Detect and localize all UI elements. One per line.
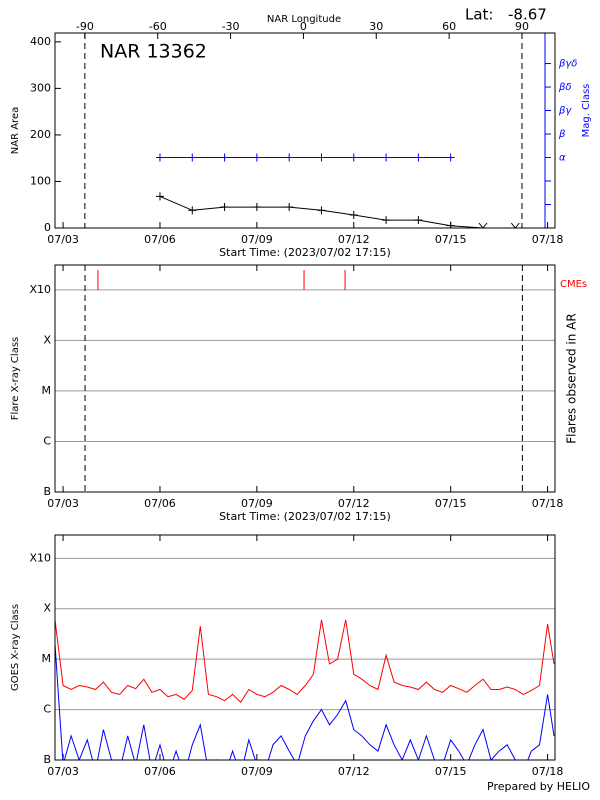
x2-tick-label: -60 bbox=[149, 20, 167, 33]
y2-axis-label: Flares observed in AR bbox=[565, 313, 579, 443]
series-line bbox=[55, 619, 555, 703]
y2-tick-label: βδ bbox=[558, 82, 572, 93]
data-point bbox=[317, 206, 326, 215]
y-tick-label: B bbox=[43, 753, 51, 766]
y-tick-label: X bbox=[43, 602, 51, 615]
data-point bbox=[414, 153, 423, 162]
y2-tick-label: β bbox=[558, 129, 566, 140]
data-point bbox=[349, 153, 358, 162]
x-tick-label: 07/12 bbox=[338, 497, 370, 510]
data-point bbox=[285, 203, 294, 212]
data-point bbox=[188, 206, 197, 215]
y-tick-label: M bbox=[42, 652, 52, 665]
lat-value: -8.67 bbox=[508, 6, 547, 24]
y-tick-label: 300 bbox=[30, 81, 51, 94]
data-point bbox=[414, 216, 423, 225]
x2-tick-label: 90 bbox=[515, 20, 529, 33]
x-tick-label: 07/06 bbox=[144, 765, 176, 778]
chart-title: NAR 13362 bbox=[100, 41, 207, 63]
lat-label: Lat: bbox=[465, 6, 493, 24]
data-point bbox=[382, 153, 391, 162]
x-tick-label: 07/15 bbox=[435, 765, 467, 778]
x-tick-label: 07/15 bbox=[435, 233, 467, 246]
x2-axis-label: NAR Longitude bbox=[267, 14, 341, 25]
x-tick-label: 07/12 bbox=[338, 765, 370, 778]
x2-tick-label: -90 bbox=[76, 20, 94, 33]
x-tick-label: 07/15 bbox=[435, 497, 467, 510]
x-tick-label: 07/03 bbox=[47, 233, 79, 246]
data-point bbox=[478, 222, 488, 228]
data-point bbox=[446, 153, 455, 162]
plot-area bbox=[97, 270, 346, 290]
plot-frame bbox=[54, 534, 556, 761]
y-axis-label: GOES X-ray Class bbox=[10, 604, 21, 691]
series-line bbox=[159, 195, 516, 228]
y-tick-label: 0 bbox=[44, 221, 51, 234]
y-tick-label: X10 bbox=[29, 283, 51, 296]
y-tick-label: M bbox=[42, 384, 52, 397]
x-tick-label: 07/09 bbox=[241, 765, 273, 778]
data-point bbox=[446, 221, 455, 228]
plot-area bbox=[55, 619, 555, 760]
plot-area bbox=[155, 153, 520, 228]
credit: Prepared by HELIO bbox=[487, 780, 590, 793]
y-tick-label: 400 bbox=[30, 35, 51, 48]
x-tick-label: 07/18 bbox=[532, 765, 564, 778]
x-tick-label: 07/18 bbox=[532, 497, 564, 510]
x-tick-label: 07/09 bbox=[241, 497, 273, 510]
plot-frame bbox=[54, 32, 556, 229]
data-point bbox=[252, 203, 261, 212]
x-tick-label: 07/06 bbox=[144, 233, 176, 246]
x-tick-label: 07/09 bbox=[241, 233, 273, 246]
y-tick-label: X bbox=[43, 333, 51, 346]
y-tick-label: 100 bbox=[30, 174, 51, 187]
series-line bbox=[55, 643, 555, 760]
y-tick-label: B bbox=[43, 485, 51, 498]
data-point bbox=[510, 222, 520, 228]
x2-tick-label: -30 bbox=[222, 20, 240, 33]
x-axis-label: Start Time: (2023/07/02 17:15) bbox=[219, 510, 391, 523]
data-point bbox=[285, 153, 294, 162]
y-axis-label: NAR Area bbox=[10, 107, 21, 154]
data-point bbox=[155, 153, 164, 162]
y-tick-label: C bbox=[43, 703, 51, 716]
y-tick-label: C bbox=[43, 434, 51, 447]
data-point bbox=[188, 153, 197, 162]
plot-frame bbox=[54, 264, 556, 493]
y2-tick-label: α bbox=[559, 153, 566, 164]
y-axis-label: Flare X-ray Class bbox=[10, 337, 21, 421]
x-axis-label: Start Time: (2023/07/02 17:15) bbox=[219, 246, 391, 259]
x-tick-label: 07/12 bbox=[338, 233, 370, 246]
y2-tick-label: βγ bbox=[558, 106, 572, 117]
x-tick-label: 07/18 bbox=[532, 233, 564, 246]
x-tick-label: 07/03 bbox=[47, 497, 79, 510]
data-point bbox=[220, 203, 229, 212]
y2-axis-label: Mag. Class bbox=[581, 84, 592, 138]
y-tick-label: X10 bbox=[29, 551, 51, 564]
x2-tick-label: 30 bbox=[369, 20, 383, 33]
y-tick-label: 200 bbox=[30, 128, 51, 141]
y2-tick-label: βγδ bbox=[558, 59, 577, 70]
x-tick-label: 07/06 bbox=[144, 497, 176, 510]
data-point bbox=[317, 153, 326, 162]
data-point bbox=[155, 192, 164, 201]
data-point bbox=[252, 153, 261, 162]
cme-label: CMEs bbox=[560, 279, 587, 290]
data-point bbox=[349, 210, 358, 219]
x2-tick-label: 60 bbox=[442, 20, 456, 33]
data-point bbox=[382, 216, 391, 225]
data-point bbox=[220, 153, 229, 162]
x2-tick-label: 0 bbox=[300, 20, 307, 33]
x-tick-label: 07/03 bbox=[47, 765, 79, 778]
